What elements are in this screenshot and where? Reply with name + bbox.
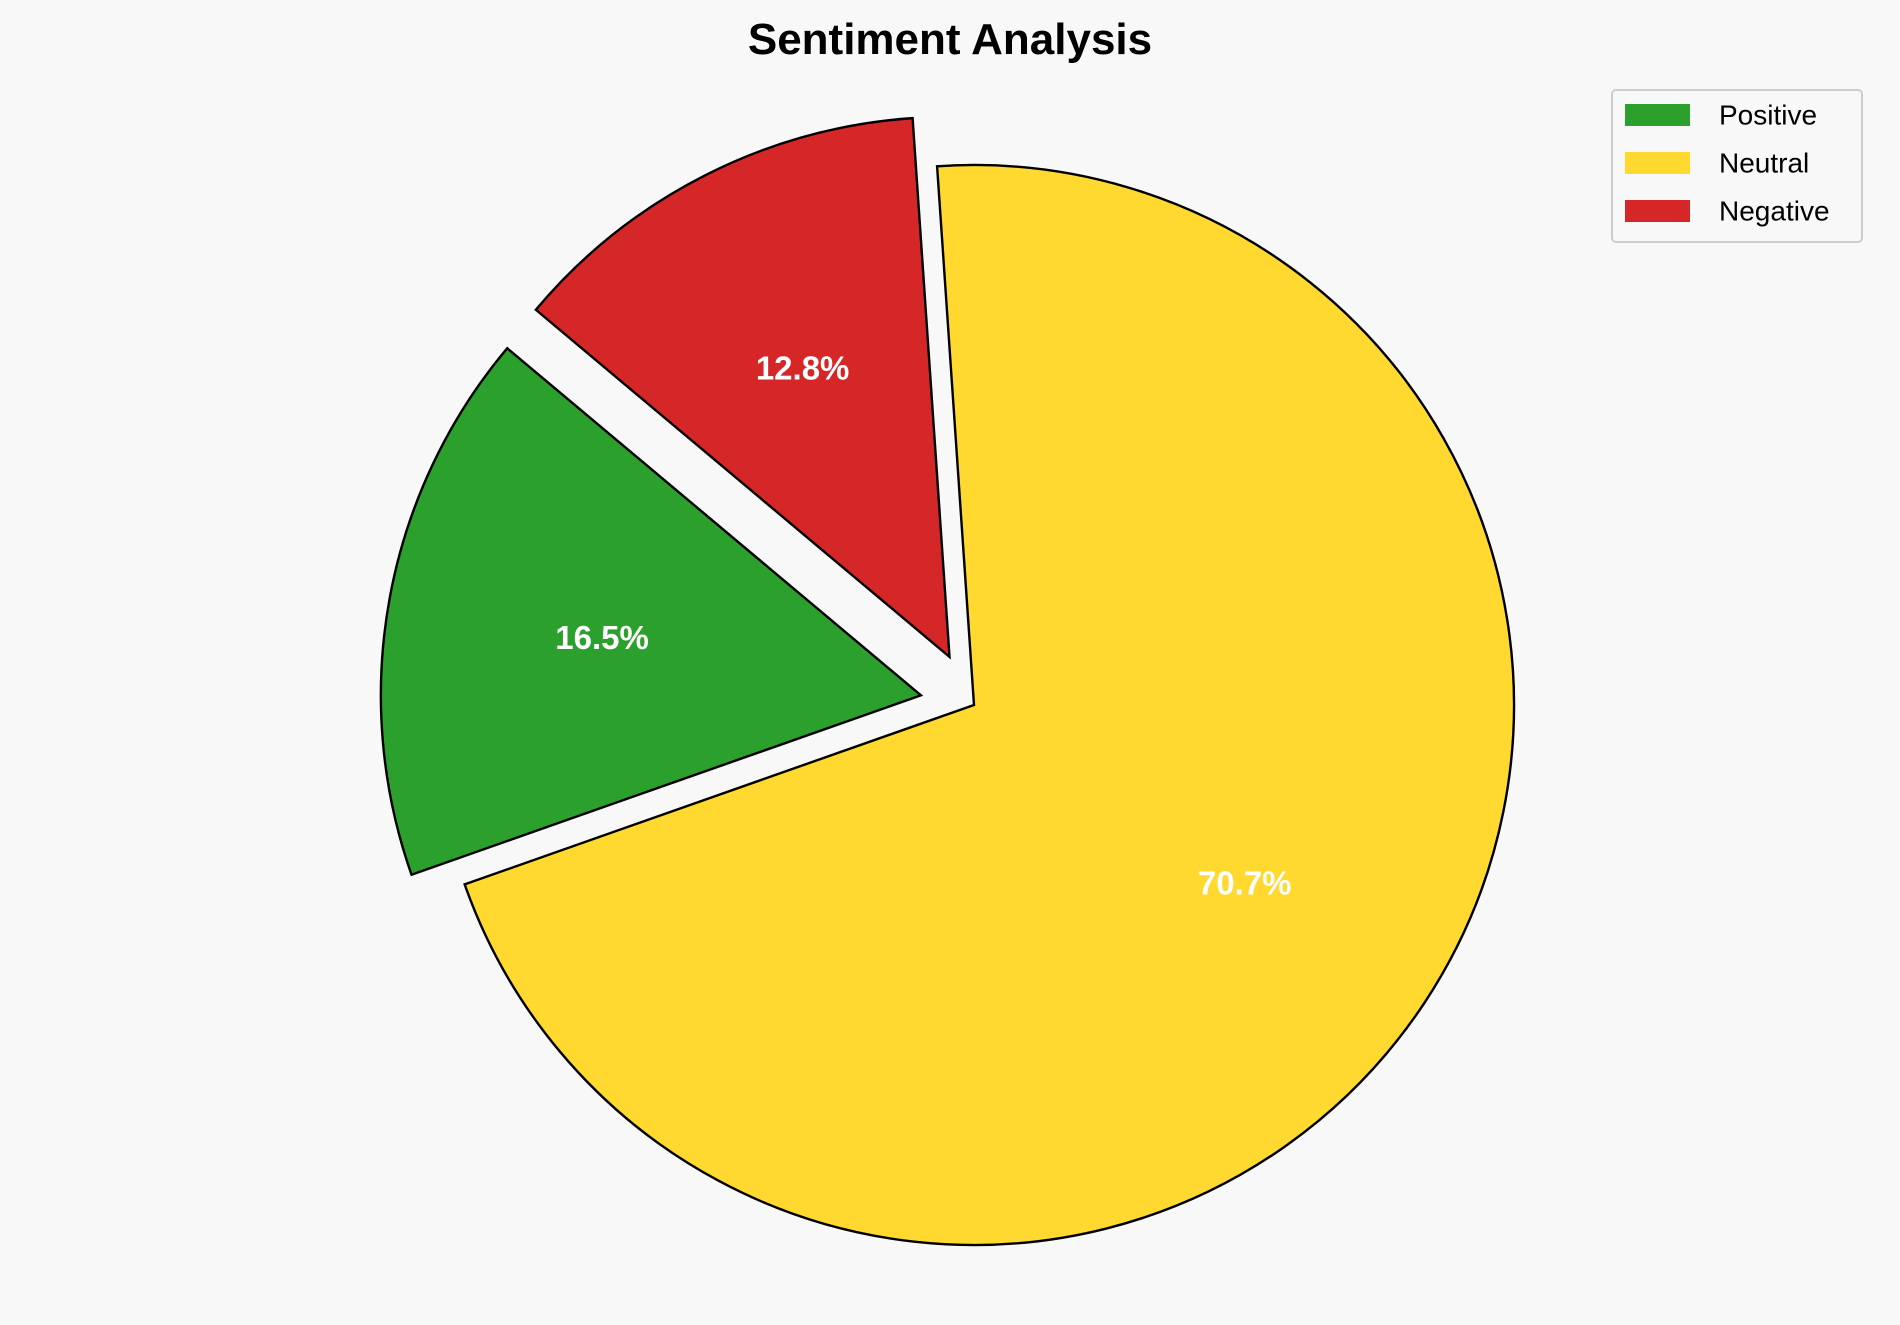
legend-item-neutral: Neutral [1625,148,1809,179]
legend-label: Positive [1719,100,1817,131]
pie-slice-neutral [463,163,1516,1247]
legend-label: Negative [1719,196,1830,227]
pie-slice-negative [534,116,951,660]
legend-item-positive: Positive [1625,100,1817,131]
legend-item-negative: Negative [1625,196,1830,227]
pie-slice-positive [379,346,924,877]
legend: Positive Neutral Negative [1611,89,1863,243]
pct-label-neutral: 70.7% [1198,865,1292,902]
legend-swatch [1625,152,1690,174]
pct-label-negative: 12.8% [756,350,850,387]
legend-label: Neutral [1719,148,1809,179]
legend-swatch [1625,200,1690,222]
legend-swatch [1625,104,1690,126]
pct-label-positive: 16.5% [555,619,649,656]
pie-labels: 16.5% 70.7% 12.8% [555,350,1291,902]
pie-slices [379,116,1516,1247]
chart-title: Sentiment Analysis [748,15,1152,64]
